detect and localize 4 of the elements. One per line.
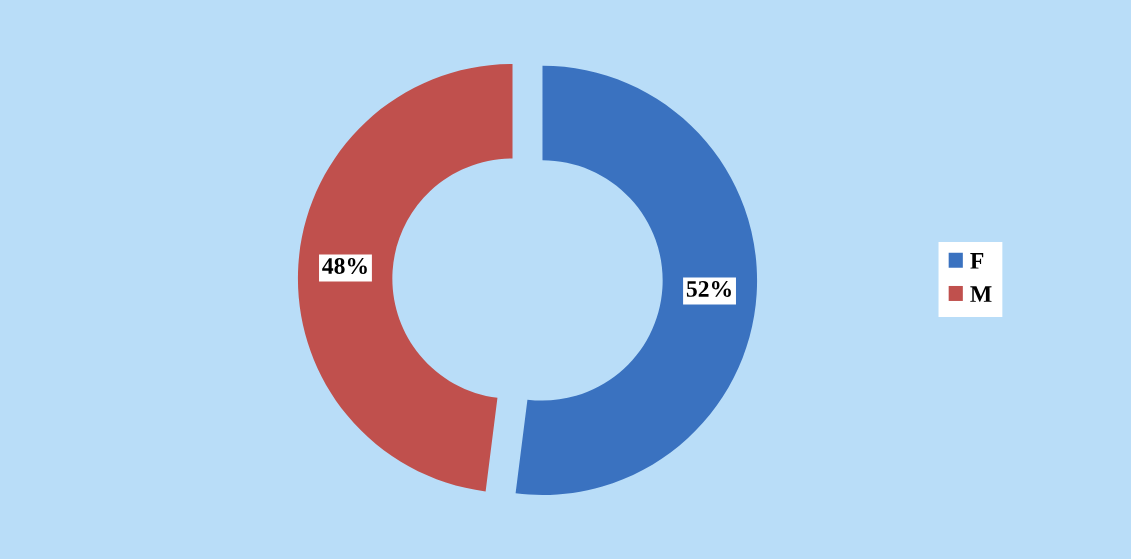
data-label: 52%	[686, 280, 731, 297]
data-label: 48%	[322, 258, 367, 275]
legend-label: M	[970, 286, 992, 302]
legend-label: F	[970, 253, 984, 269]
